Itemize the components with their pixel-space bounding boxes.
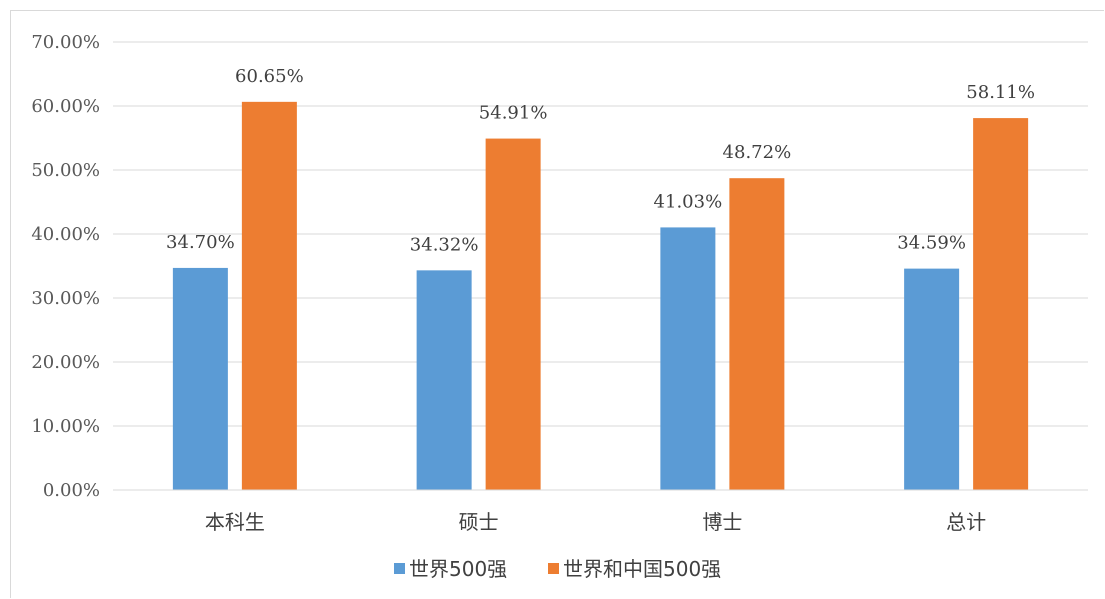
bar-data-label: 54.91%	[479, 103, 548, 124]
y-tick-label: 30.00%	[31, 288, 100, 309]
bar-data-label: 58.11%	[966, 82, 1035, 103]
bar-data-label: 34.59%	[897, 233, 966, 254]
bar	[241, 101, 297, 490]
bar-data-label: 60.65%	[235, 66, 304, 87]
y-tick-label: 20.00%	[31, 352, 100, 373]
legend: 世界500强 世界和中国500强	[394, 557, 721, 581]
y-tick-label: 10.00%	[31, 416, 100, 437]
bar	[172, 267, 228, 490]
x-axis-category-labels: 本科生 硕士 博士 总计	[205, 510, 986, 534]
y-tick-label: 50.00%	[31, 160, 100, 181]
bar	[416, 270, 472, 490]
bar	[904, 268, 960, 490]
legend-swatch	[548, 563, 559, 574]
data-labels: 34.70% 60.65% 34.32% 54.91% 41.03% 48.72% 34.5…	[166, 66, 1035, 256]
bar-data-label: 41.03%	[654, 191, 723, 212]
y-tick-label: 0.00%	[43, 480, 100, 501]
legend-swatch	[394, 563, 405, 574]
y-tick-label: 70.00%	[31, 32, 100, 53]
bar	[660, 227, 716, 490]
x-category-label: 硕士	[459, 510, 499, 534]
bars	[172, 101, 1029, 491]
bar-data-label: 34.32%	[410, 234, 479, 255]
bar	[973, 118, 1029, 490]
bar	[729, 178, 785, 490]
legend-label: 世界和中国500强	[563, 557, 721, 581]
chart-frame	[10, 10, 1104, 598]
legend-label: 世界500强	[409, 557, 507, 581]
y-tick-label: 60.00%	[31, 96, 100, 117]
bar-data-label: 48.72%	[723, 142, 792, 163]
x-category-label: 博士	[702, 510, 742, 534]
y-axis-tick-labels: 0.00% 10.00% 20.00% 30.00% 40.00% 50.00% 60.00…	[31, 32, 100, 501]
x-category-label: 总计	[946, 510, 986, 534]
x-category-label: 本科生	[205, 510, 265, 534]
y-tick-label: 40.00%	[31, 224, 100, 245]
bar	[485, 138, 541, 491]
bar-data-label: 34.70%	[166, 232, 235, 253]
